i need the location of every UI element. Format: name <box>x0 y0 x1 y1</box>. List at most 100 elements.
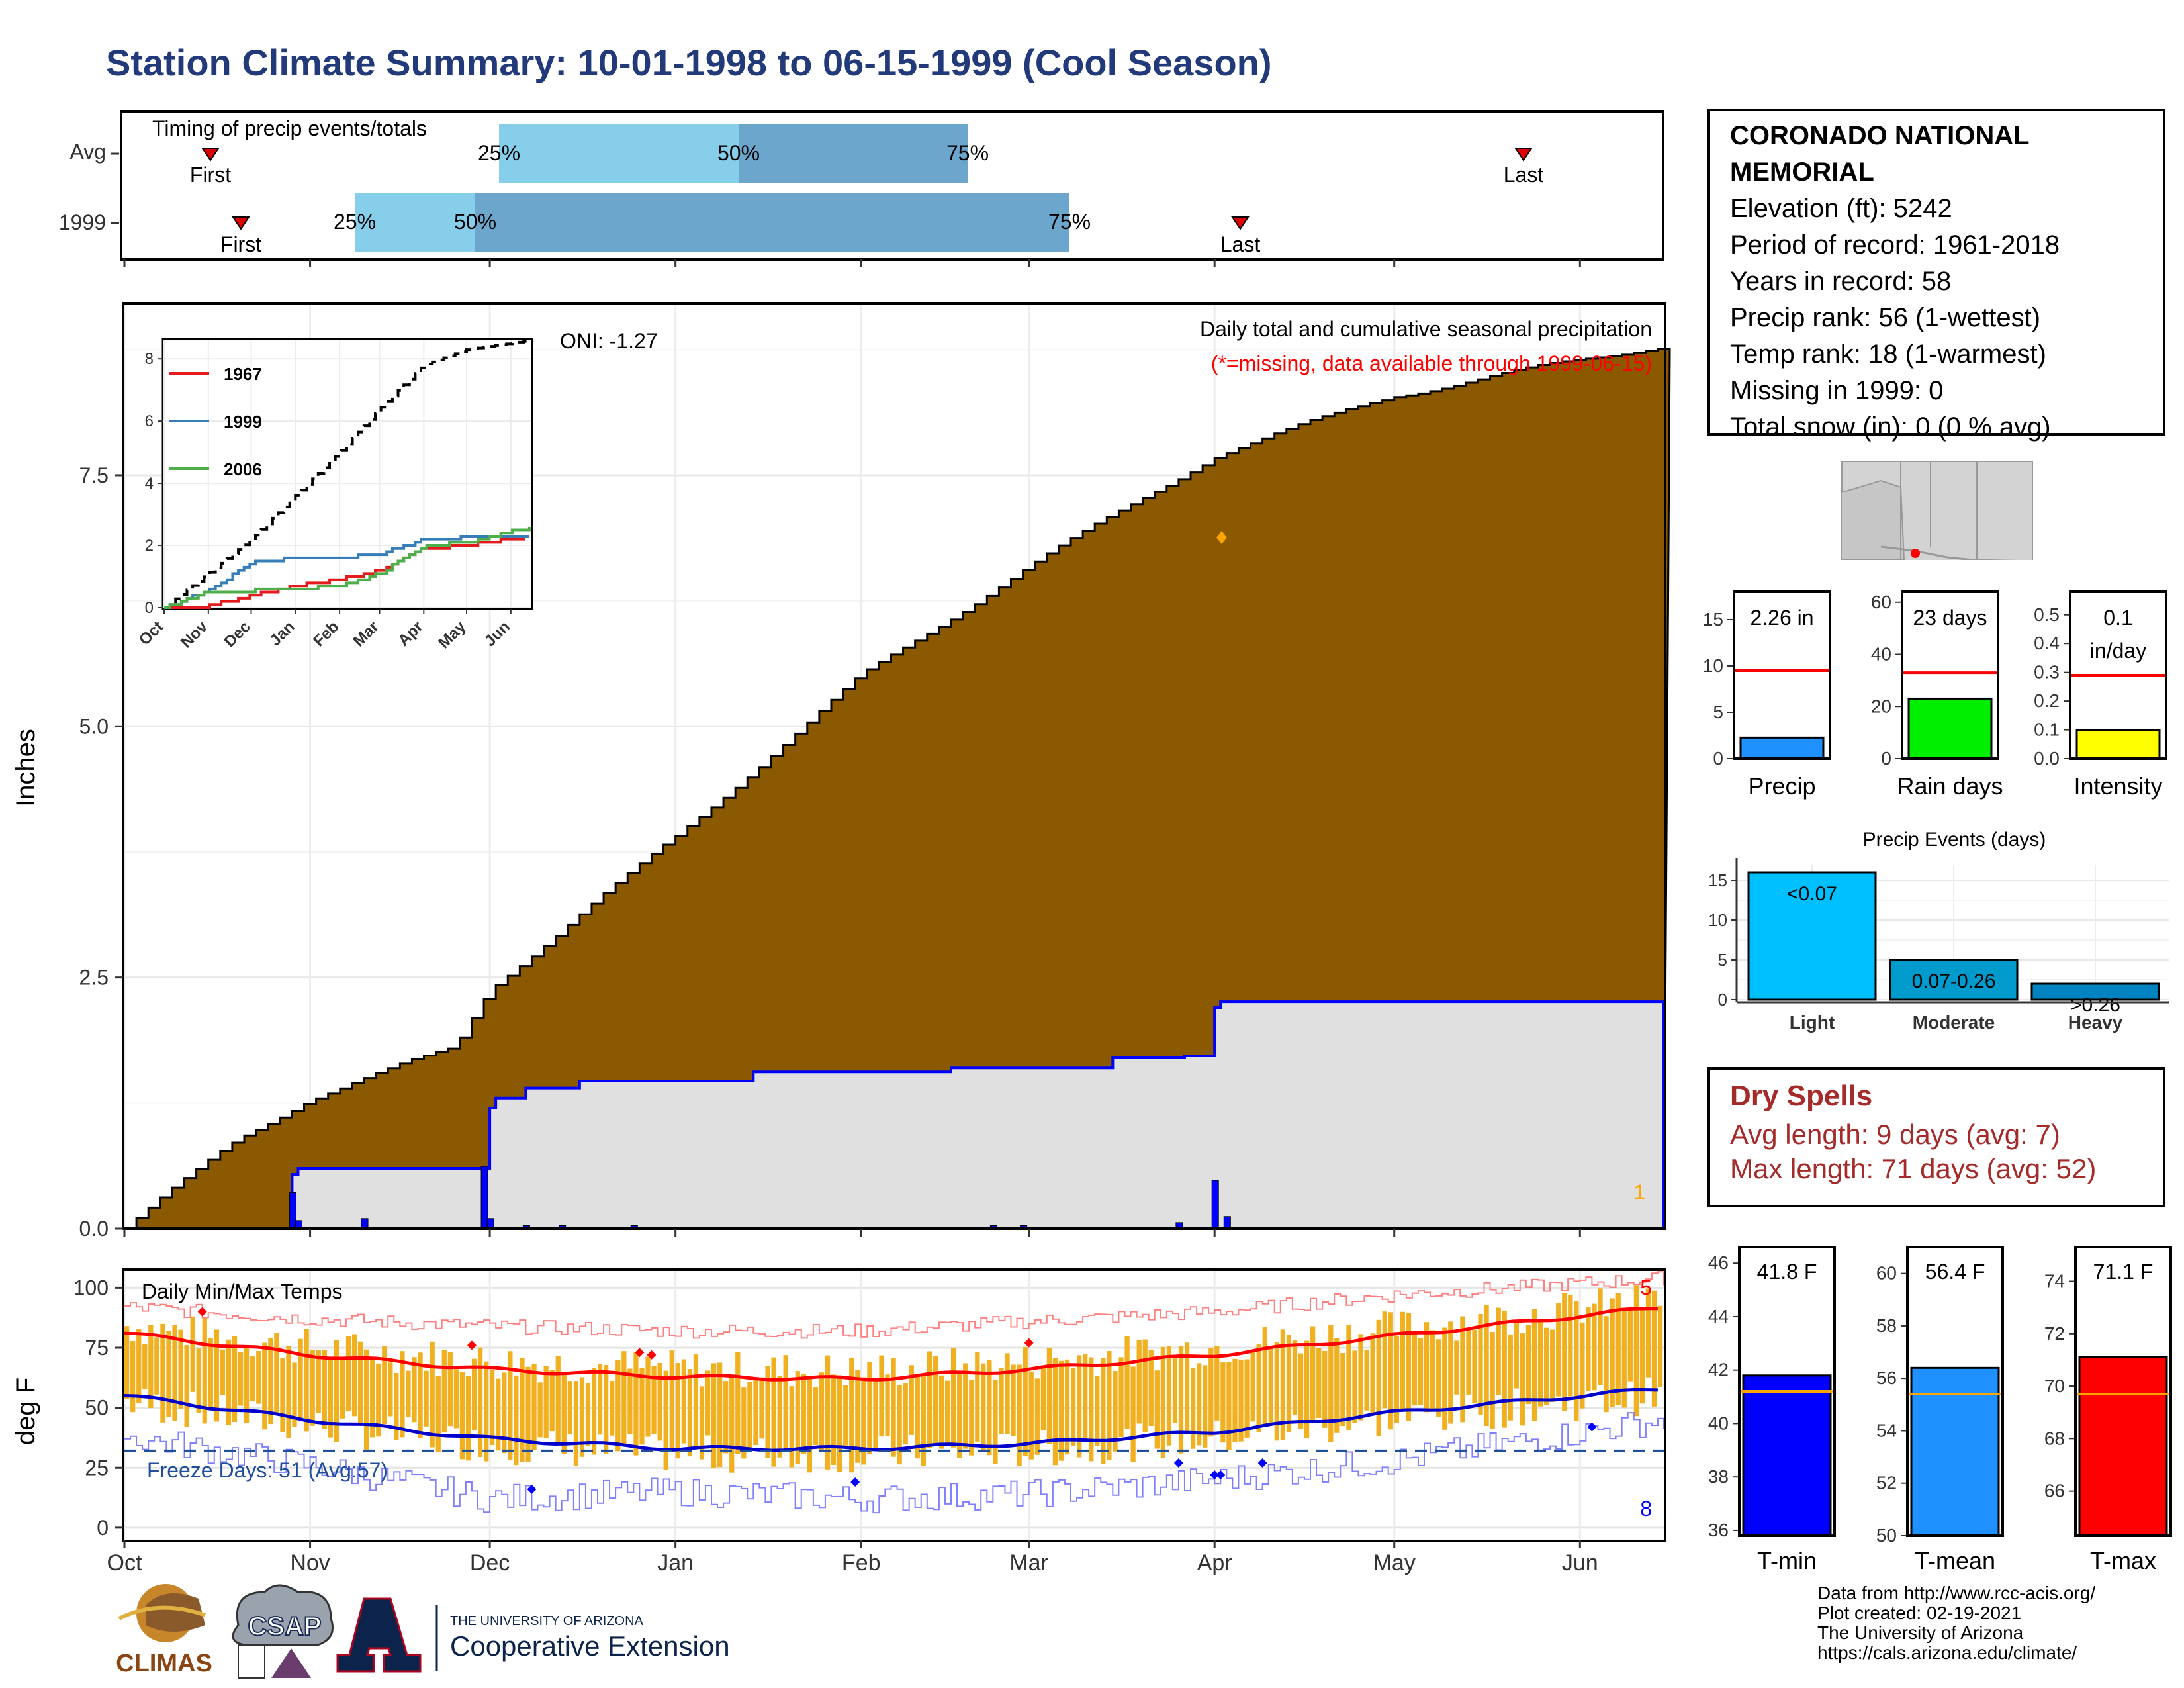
temp-range-bar <box>286 1346 291 1438</box>
dry-spells-max: Max length: 71 days (avg: 52) <box>1730 1153 2097 1184</box>
temp-range-bar <box>639 1367 645 1445</box>
temp-range-bar <box>1070 1368 1076 1446</box>
temp-range-bar <box>645 1356 651 1437</box>
temp-bar-label: T-max <box>2090 1547 2156 1574</box>
temp-range-bar <box>1184 1342 1190 1432</box>
temp-range-bar <box>256 1350 261 1404</box>
temp-range-bar <box>364 1349 369 1450</box>
events-y-tick-label: 5 <box>1718 950 1727 970</box>
mini-bar-value-unit: in/day <box>2090 639 2146 663</box>
mini-bar-panels: 0 5 10 15 2.26 in Precip 0 20 40 60 23 days Rain da… <box>1703 590 2167 800</box>
precip-panel-subtitle: (*=missing, data available through 1999-… <box>1211 352 1652 375</box>
precip-frame <box>122 302 1666 1230</box>
temp-range-bar <box>1058 1360 1064 1461</box>
temp-range-bar <box>124 1326 130 1399</box>
station-years: Years in record: 58 <box>1730 267 1952 296</box>
month-tick-label: Feb <box>842 1550 881 1575</box>
temp-range-bar <box>903 1383 908 1445</box>
precip-ylabel: Inches <box>11 729 40 807</box>
temp-range-bar <box>370 1358 375 1438</box>
precip-event-bar <box>1747 871 1877 1001</box>
precip-events-title: Precip Events (days) <box>1863 829 2046 851</box>
inset-chart: 0 2 4 6 8 Oct Nov Dec Jan Feb Mar Apr May Jun 1967 19… <box>136 338 533 653</box>
temp-range-bar <box>1034 1378 1040 1455</box>
temp-bar-y-tick-label: 54 <box>1876 1420 1897 1440</box>
temp-bar-y-tick-label: 46 <box>1708 1252 1729 1273</box>
temp-range-bar <box>1580 1322 1585 1409</box>
temp-range-bar <box>573 1381 579 1466</box>
station-snow: Total snow (in): 0 (0 % avg) <box>1730 412 2051 442</box>
temp-range-bar <box>1244 1359 1250 1438</box>
temp-range-bar <box>669 1350 674 1452</box>
temp-range-bar <box>753 1380 758 1446</box>
temp-range-bar <box>1154 1370 1160 1449</box>
station-missing: Missing in 1999: 0 <box>1730 376 1944 405</box>
temp-bar-y-tick-label: 52 <box>1876 1473 1897 1493</box>
temperature-bar-panels: 36 38 40 42 44 46 41.8 F T-min 50 52 54 56 58 60 56.4 … <box>1708 1246 2172 1574</box>
mini-y-tick-label: 0 <box>1881 748 1891 769</box>
temp-bar-y-tick-label: 50 <box>1876 1525 1897 1546</box>
temp-range-bar <box>963 1363 968 1449</box>
temp-range-bar <box>1574 1301 1579 1421</box>
timing-frame <box>120 110 1664 261</box>
temp-range-bar <box>1598 1288 1603 1385</box>
precip-event-category: Heavy <box>2068 1012 2123 1033</box>
temp-range-bar <box>1496 1307 1501 1395</box>
daily-precip-bar <box>289 1192 296 1229</box>
temp-range-bar <box>585 1383 591 1446</box>
temp-panel-title: Daily Min/Max Temps <box>142 1280 342 1303</box>
page-title: Station Climate Summary: 10-01-1998 to 0… <box>106 42 1272 83</box>
temp-bar-value: 41.8 F <box>1757 1260 1817 1284</box>
precip-event-bar-label: 0.07-0.26 <box>1912 970 1996 992</box>
month-tick-label: Nov <box>290 1550 330 1575</box>
temp-range-bar <box>520 1358 525 1462</box>
temp-range-bar <box>1550 1329 1555 1402</box>
temp-range-bar <box>1639 1309 1645 1404</box>
temp-range-bar <box>406 1370 411 1417</box>
inset-month-label: May <box>435 618 470 653</box>
temp-range-bar <box>1478 1313 1483 1415</box>
temp-range-bar <box>1370 1333 1375 1413</box>
temp-range-bar <box>148 1325 154 1409</box>
temp-range-bar <box>555 1356 561 1443</box>
timing-row-avg-label: Avg <box>69 140 106 164</box>
temp-range-bar <box>1274 1342 1279 1441</box>
temp-range-bar <box>867 1362 872 1455</box>
temp-range-bar <box>1023 1347 1028 1456</box>
station-precip-rank: Precip rank: 56 (1-wettest) <box>1730 303 2041 332</box>
inset-month-label: Oct <box>136 618 167 649</box>
month-tick-label: Mar <box>1009 1550 1048 1575</box>
inset-month-label: Feb <box>310 618 342 650</box>
temp-range-bar <box>1568 1295 1573 1397</box>
temp-range-bar <box>1358 1334 1363 1421</box>
inset-legend-1967: 1967 <box>224 364 262 384</box>
mini-y-tick-label: 15 <box>1703 609 1723 630</box>
temp-range-bar <box>1621 1308 1627 1408</box>
temp-range-bar <box>615 1360 621 1452</box>
temp-range-bar <box>855 1370 860 1463</box>
temp-range-bar <box>1418 1338 1424 1405</box>
temp-range-bar <box>657 1363 662 1441</box>
timing-panel: Avg 1999 Timing of precip events/totals … <box>59 110 1664 267</box>
timing-avg-last-label: Last <box>1504 163 1544 187</box>
temp-range-bar <box>1226 1362 1232 1450</box>
temp-bar-y-tick-label: 66 <box>2044 1481 2065 1501</box>
temp-range-bar <box>418 1352 423 1438</box>
temp-range-bar <box>184 1344 189 1427</box>
inset-month-label: Jun <box>481 618 514 650</box>
temp-range-bar <box>1178 1346 1184 1454</box>
temp-range-bar <box>549 1370 555 1432</box>
temp-range-bar <box>1586 1307 1591 1391</box>
month-tick-label: Apr <box>1197 1550 1232 1575</box>
temp-range-bar <box>610 1381 615 1436</box>
temp-range-bar <box>1412 1331 1418 1406</box>
precip-event-category: Light <box>1790 1012 1835 1033</box>
temp-range-bar <box>1101 1358 1106 1464</box>
record-marker <box>527 1484 537 1494</box>
temp-range-bar <box>274 1333 279 1415</box>
temp-range-bar <box>765 1366 770 1459</box>
temp-range-bar <box>795 1371 800 1464</box>
timing-1999-bar-late <box>475 193 1069 252</box>
precip-count-label: 1 <box>1633 1180 1645 1204</box>
temp-range-bar <box>1250 1350 1255 1422</box>
